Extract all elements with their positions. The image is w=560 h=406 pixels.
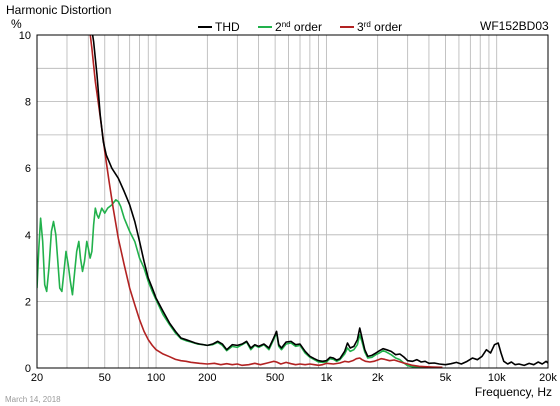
series-lines <box>37 35 548 368</box>
y-tick-label: 6 <box>25 163 31 175</box>
series-line-3rd-order <box>89 35 443 368</box>
legend-label: 2nd order <box>275 20 322 34</box>
x-tick-label: 20 <box>31 372 43 384</box>
y-axis-label: % <box>11 17 22 31</box>
series-line-thd <box>91 35 548 367</box>
x-tick-label: 500 <box>266 372 284 384</box>
x-tick-label: 5k <box>440 372 452 384</box>
x-axis-label: Frequency, Hz <box>475 385 552 399</box>
legend: THD 2nd order 3rd order <box>198 20 402 34</box>
model-label: WF152BD03 <box>480 19 549 33</box>
legend-label: 3rd order <box>357 20 402 34</box>
grid <box>37 35 548 368</box>
series-line-2nd-order <box>37 199 433 368</box>
y-tick-labels: 0 2 4 6 8 10 <box>19 30 31 375</box>
y-tick-label: 10 <box>19 30 31 42</box>
date-label: March 14, 2018 <box>5 395 61 404</box>
y-tick-label: 0 <box>25 363 31 375</box>
x-tick-label: 100 <box>147 372 165 384</box>
x-tick-label: 2k <box>372 372 384 384</box>
plot-border <box>36 34 549 369</box>
y-tick-label: 4 <box>25 230 31 242</box>
x-tick-labels: 20 50 100 200 500 1k 2k 5k 10k 20k <box>31 372 557 384</box>
y-tick-label: 2 <box>25 296 31 308</box>
x-tick-label: 200 <box>198 372 216 384</box>
x-tick-label: 1k <box>321 372 333 384</box>
x-tick-label: 50 <box>99 372 111 384</box>
y-tick-label: 8 <box>25 97 31 109</box>
legend-label: THD <box>215 20 240 34</box>
chart-title: Harmonic Distortion <box>6 3 111 17</box>
x-tick-label: 20k <box>539 372 557 384</box>
x-tick-label: 10k <box>488 372 506 384</box>
